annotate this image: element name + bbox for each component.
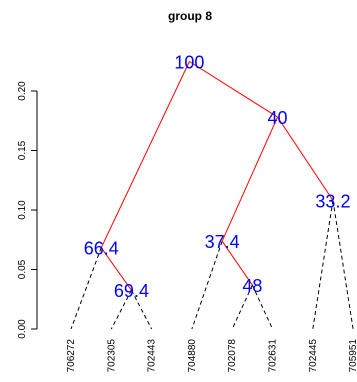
node-label: 40 bbox=[268, 108, 288, 128]
dendrogram-edge bbox=[191, 241, 223, 330]
leaf-label: 706272 bbox=[66, 339, 77, 373]
leaf-label: 705951 bbox=[348, 339, 357, 373]
node-label: 37.4 bbox=[205, 232, 240, 252]
node-label: 48 bbox=[242, 276, 262, 296]
leaf-label: 704880 bbox=[187, 339, 198, 373]
node-labels: 100 66.4 69.4 40 37.4 48 33.2 bbox=[84, 52, 351, 301]
dendrogram-edge bbox=[251, 284, 273, 330]
y-axis: 0.00 0.05 0.10 0.15 0.20 bbox=[17, 81, 38, 339]
chart-title: group 8 bbox=[168, 9, 212, 23]
dendrogram-edge bbox=[221, 116, 278, 242]
dendrogram-edge bbox=[110, 289, 132, 330]
leaf-label: 702631 bbox=[268, 339, 279, 373]
dendrogram-edge bbox=[70, 247, 102, 330]
leaf-labels: 706272 702305 702443 704880 702078 702631 7024… bbox=[66, 339, 357, 373]
y-tick-label: 0.20 bbox=[17, 81, 28, 101]
dendrogram-edges bbox=[70, 61, 354, 330]
node-label: 33.2 bbox=[315, 191, 350, 211]
dendrogram-edge bbox=[131, 289, 153, 330]
y-tick-label: 0.05 bbox=[17, 259, 28, 279]
dendrogram-edge bbox=[332, 200, 354, 330]
dendrogram-edge bbox=[100, 61, 190, 248]
leaf-label: 702305 bbox=[106, 339, 117, 373]
leaf-label: 702445 bbox=[308, 339, 319, 373]
y-tick-label: 0.00 bbox=[17, 319, 28, 339]
dendrogram-edge bbox=[312, 200, 334, 330]
leaf-label: 702078 bbox=[227, 339, 238, 373]
dendrogram-edge bbox=[100, 247, 132, 291]
node-label: 69.4 bbox=[114, 281, 149, 301]
dendrogram-edge bbox=[277, 116, 334, 201]
node-label: 66.4 bbox=[84, 239, 119, 259]
y-tick-label: 0.15 bbox=[17, 140, 28, 160]
node-label: 100 bbox=[174, 52, 204, 72]
y-tick-label: 0.10 bbox=[17, 200, 28, 220]
dendrogram-edge bbox=[231, 284, 253, 330]
dendrogram-edge bbox=[221, 240, 253, 286]
dendrogram-edge bbox=[189, 61, 278, 118]
leaf-label: 702443 bbox=[147, 339, 158, 373]
